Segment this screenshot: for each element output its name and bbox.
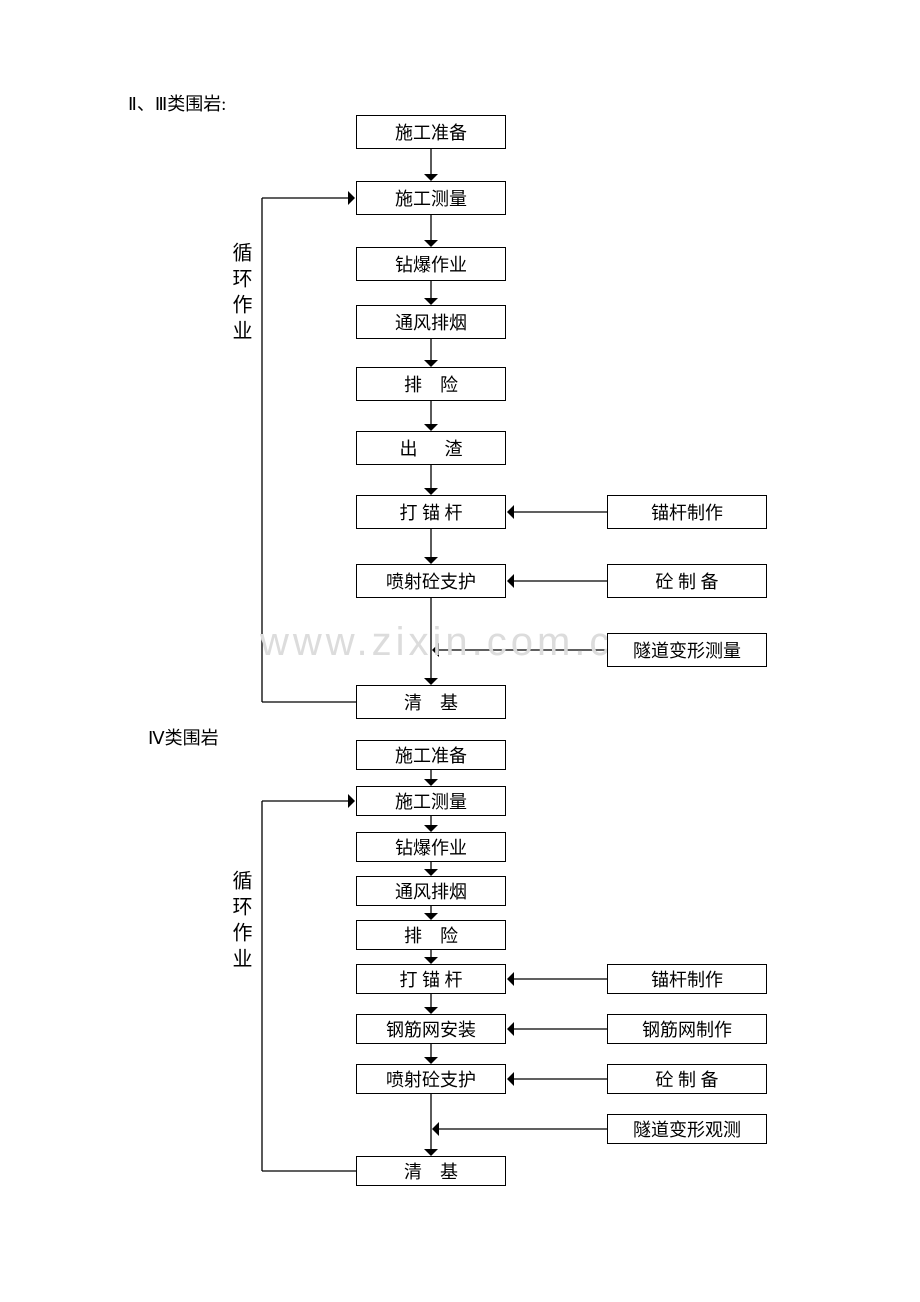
flow-node: 喷射砼支护 — [356, 564, 506, 598]
flow-node: 通风排烟 — [356, 876, 506, 906]
flow-node: 钢筋网安装 — [356, 1014, 506, 1044]
side-node: 隧道变形观测 — [607, 1114, 767, 1144]
section-title: Ⅳ类围岩 — [148, 724, 219, 750]
side-node: 砼 制 备 — [607, 564, 767, 598]
side-node: 锚杆制作 — [607, 964, 767, 994]
flow-node: 钻爆作业 — [356, 832, 506, 862]
section-title: Ⅱ、Ⅲ类围岩: — [128, 90, 226, 116]
side-node: 锚杆制作 — [607, 495, 767, 529]
flow-node: 施工准备 — [356, 115, 506, 149]
flow-node: 施工准备 — [356, 740, 506, 770]
flow-node: 排 险 — [356, 920, 506, 950]
watermark: www.zixin.com.cn — [260, 620, 640, 665]
loop-label: 循环作业 — [226, 870, 255, 974]
flow-node: 排 险 — [356, 367, 506, 401]
flow-node: 打 锚 杆 — [356, 495, 506, 529]
flow-node: 喷射砼支护 — [356, 1064, 506, 1094]
flow-node: 出 渣 — [356, 431, 506, 465]
flow-node: 钻爆作业 — [356, 247, 506, 281]
loop-label: 循环作业 — [226, 242, 255, 346]
side-node: 隧道变形测量 — [607, 633, 767, 667]
flow-node: 通风排烟 — [356, 305, 506, 339]
side-node: 砼 制 备 — [607, 1064, 767, 1094]
flow-node: 打 锚 杆 — [356, 964, 506, 994]
flow-node: 清 基 — [356, 1156, 506, 1186]
flow-node: 施工测量 — [356, 181, 506, 215]
side-node: 钢筋网制作 — [607, 1014, 767, 1044]
flow-node: 清 基 — [356, 685, 506, 719]
flow-node: 施工测量 — [356, 786, 506, 816]
